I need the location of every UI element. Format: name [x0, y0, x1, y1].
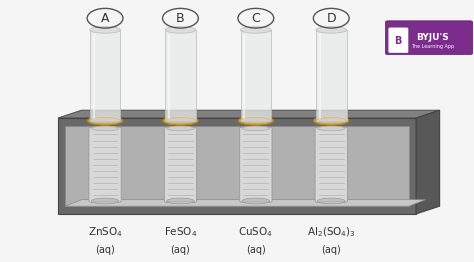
Polygon shape: [416, 110, 439, 214]
Polygon shape: [316, 30, 346, 121]
Ellipse shape: [167, 198, 194, 204]
Ellipse shape: [318, 126, 345, 131]
FancyBboxPatch shape: [315, 127, 347, 202]
Ellipse shape: [240, 117, 271, 124]
Polygon shape: [65, 126, 409, 206]
Ellipse shape: [242, 126, 270, 131]
Ellipse shape: [314, 116, 349, 125]
Ellipse shape: [165, 27, 196, 33]
Ellipse shape: [163, 116, 198, 125]
Ellipse shape: [90, 27, 120, 33]
Text: D: D: [327, 12, 336, 25]
Text: BYJU'S: BYJU'S: [416, 33, 449, 42]
Text: C: C: [252, 12, 260, 25]
Text: Al$_2$(SO$_4$)$_3$: Al$_2$(SO$_4$)$_3$: [307, 225, 356, 239]
Ellipse shape: [316, 27, 346, 33]
Text: (aq): (aq): [321, 245, 341, 255]
Polygon shape: [58, 118, 416, 214]
FancyBboxPatch shape: [385, 21, 473, 54]
Text: B: B: [394, 36, 402, 46]
Ellipse shape: [91, 126, 119, 131]
Ellipse shape: [165, 117, 196, 124]
Ellipse shape: [242, 198, 270, 204]
Text: ZnSO$_4$: ZnSO$_4$: [88, 225, 122, 239]
Text: A: A: [101, 12, 109, 25]
Polygon shape: [90, 30, 120, 121]
FancyBboxPatch shape: [240, 127, 272, 202]
Polygon shape: [58, 110, 439, 118]
Ellipse shape: [91, 198, 119, 204]
Ellipse shape: [243, 118, 269, 123]
FancyBboxPatch shape: [89, 127, 121, 202]
Polygon shape: [240, 30, 271, 121]
Ellipse shape: [167, 118, 193, 123]
Text: (aq): (aq): [246, 245, 266, 255]
Text: FeSO$_4$: FeSO$_4$: [164, 225, 197, 239]
FancyBboxPatch shape: [389, 28, 408, 53]
Ellipse shape: [167, 126, 194, 131]
Ellipse shape: [238, 116, 273, 125]
Ellipse shape: [87, 116, 123, 125]
Text: (aq): (aq): [171, 245, 191, 255]
Text: CuSO$_4$: CuSO$_4$: [238, 225, 273, 239]
Ellipse shape: [92, 118, 118, 123]
FancyBboxPatch shape: [164, 127, 197, 202]
Polygon shape: [165, 30, 196, 121]
Ellipse shape: [316, 117, 346, 124]
Ellipse shape: [240, 27, 271, 33]
Ellipse shape: [90, 117, 120, 124]
Text: (aq): (aq): [95, 245, 115, 255]
Text: B: B: [176, 12, 185, 25]
Text: The Learning App: The Learning App: [411, 44, 454, 49]
Polygon shape: [65, 200, 426, 206]
Ellipse shape: [318, 198, 345, 204]
Ellipse shape: [318, 118, 344, 123]
